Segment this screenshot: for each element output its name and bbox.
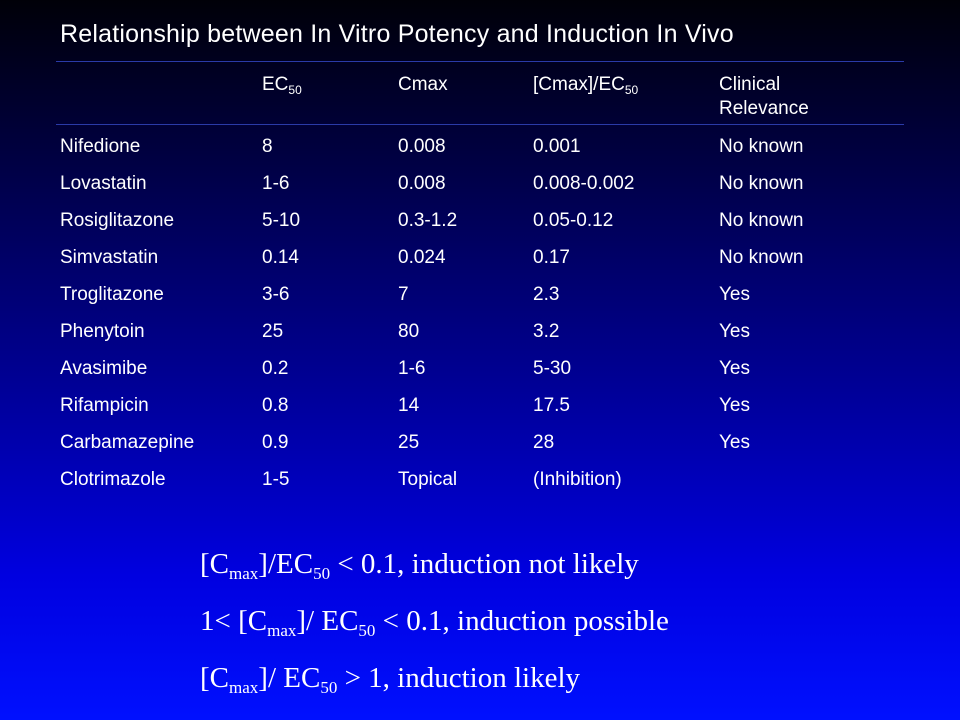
- cell-cmax: 0.024: [398, 247, 446, 268]
- cell-ratio: (Inhibition): [533, 469, 622, 490]
- note-text: ]/ EC: [258, 662, 321, 694]
- cell-clinical: Yes: [719, 395, 750, 416]
- interpretation-notes: [Cmax]/EC50 < 0.1, induction not likely …: [200, 540, 669, 711]
- cell-cmax: 0.008: [398, 173, 446, 194]
- table-row: Carbamazepine 0.9 25 28 Yes: [0, 424, 960, 461]
- header-ec50: EC50: [262, 73, 302, 97]
- cell-ec50: 1-6: [262, 173, 290, 194]
- header-ratio: [Cmax]/EC50: [533, 73, 638, 97]
- cell-drug: Simvastatin: [60, 247, 159, 268]
- cell-drug: Rifampicin: [60, 395, 149, 416]
- cell-cmax: 1-6: [398, 358, 426, 379]
- header-clinical-line1: Clinical: [719, 74, 781, 95]
- cell-clinical: Yes: [719, 432, 750, 453]
- cell-cmax: 25: [398, 432, 420, 453]
- cell-clinical: No known: [719, 136, 804, 157]
- note-text: [C: [200, 662, 229, 694]
- note-text: [C: [200, 548, 229, 580]
- note-subscript: max: [267, 621, 297, 640]
- cell-ec50: 5-10: [262, 210, 301, 231]
- cell-ec50: 1-5: [262, 469, 290, 490]
- cell-ratio: 3.2: [533, 321, 560, 342]
- note-text: ]/ EC: [296, 605, 359, 637]
- cell-clinical: Yes: [719, 358, 750, 379]
- cell-drug: Nifedione: [60, 136, 141, 157]
- cell-drug: Clotrimazole: [60, 469, 166, 490]
- cell-drug: Carbamazepine: [60, 432, 195, 453]
- header-top-rule: [56, 61, 904, 62]
- note-text: < 0.1, induction possible: [375, 605, 669, 637]
- cell-ec50: 25: [262, 321, 284, 342]
- cell-clinical: No known: [719, 173, 804, 194]
- note-text: 1< [C: [200, 605, 268, 637]
- table-row: Lovastatin 1-6 0.008 0.008-0.002 No know…: [0, 165, 960, 202]
- note-subscript: 50: [320, 678, 338, 697]
- cell-clinical: No known: [719, 247, 804, 268]
- cell-drug: Phenytoin: [60, 321, 145, 342]
- table-row: Avasimibe 0.2 1-6 5-30 Yes: [0, 350, 960, 387]
- table-row: Nifedione 8 0.008 0.001 No known: [0, 128, 960, 165]
- cell-cmax: 7: [398, 284, 409, 305]
- note-subscript: max: [229, 564, 259, 583]
- header-ratio-main: [Cmax]/EC: [533, 74, 625, 95]
- cell-ec50: 0.2: [262, 358, 289, 379]
- cell-ratio: 28: [533, 432, 555, 453]
- cell-drug: Rosiglitazone: [60, 210, 175, 231]
- note-subscript: 50: [313, 564, 331, 583]
- slide-title: Relationship between In Vitro Potency an…: [60, 20, 734, 48]
- cell-ratio: 5-30: [533, 358, 572, 379]
- note-subscript: 50: [358, 621, 376, 640]
- cell-drug: Avasimibe: [60, 358, 148, 379]
- cell-cmax: 80: [398, 321, 420, 342]
- note-subscript: max: [229, 678, 259, 697]
- cell-ratio: 17.5: [533, 395, 570, 416]
- header-ec50-main: EC: [262, 74, 289, 95]
- cell-ratio: 0.05-0.12: [533, 210, 614, 231]
- note-text: < 0.1, induction not likely: [330, 548, 639, 580]
- cell-ratio: 2.3: [533, 284, 560, 305]
- cell-ec50: 8: [262, 136, 273, 157]
- note-not-likely: [Cmax]/EC50 < 0.1, induction not likely: [200, 540, 669, 597]
- note-text: > 1, induction likely: [337, 662, 581, 694]
- cell-cmax: Topical: [398, 469, 458, 490]
- cell-ec50: 0.9: [262, 432, 289, 453]
- note-possible: 1< [Cmax]/ EC50 < 0.1, induction possibl…: [200, 597, 669, 654]
- cell-ec50: 0.14: [262, 247, 299, 268]
- header-bottom-rule: [56, 124, 904, 125]
- cell-ratio: 0.008-0.002: [533, 173, 635, 194]
- cell-clinical: Yes: [719, 321, 750, 342]
- header-ec50-sub: 50: [288, 83, 302, 97]
- table-row: Simvastatin 0.14 0.024 0.17 No known: [0, 239, 960, 276]
- table-row: Troglitazone 3-6 7 2.3 Yes: [0, 276, 960, 313]
- cell-ratio: 0.17: [533, 247, 570, 268]
- cell-ratio: 0.001: [533, 136, 581, 157]
- note-text: ]/EC: [258, 548, 314, 580]
- table-row: Rosiglitazone 5-10 0.3-1.2 0.05-0.12 No …: [0, 202, 960, 239]
- cell-ec50: 3-6: [262, 284, 290, 305]
- cell-cmax: 14: [398, 395, 420, 416]
- header-ratio-sub: 50: [624, 83, 639, 97]
- drug-table: Nifedione 8 0.008 0.001 No known Lovasta…: [0, 128, 960, 498]
- cell-cmax: 0.3-1.2: [398, 210, 458, 231]
- header-cmax: Cmax: [398, 74, 448, 95]
- cell-drug: Troglitazone: [60, 284, 164, 305]
- cell-ec50: 0.8: [262, 395, 289, 416]
- cell-drug: Lovastatin: [60, 173, 147, 194]
- table-row: Phenytoin 25 80 3.2 Yes: [0, 313, 960, 350]
- cell-clinical: No known: [719, 210, 804, 231]
- cell-cmax: 0.008: [398, 136, 446, 157]
- table-row: Clotrimazole 1-5 Topical (Inhibition): [0, 461, 960, 498]
- note-likely: [Cmax]/ EC50 > 1, induction likely: [200, 654, 669, 711]
- header-clinical-line2: Relevance: [719, 98, 809, 119]
- cell-clinical: Yes: [719, 284, 750, 305]
- table-row: Rifampicin 0.8 14 17.5 Yes: [0, 387, 960, 424]
- header-clinical-relevance: Clinical Relevance: [719, 73, 809, 121]
